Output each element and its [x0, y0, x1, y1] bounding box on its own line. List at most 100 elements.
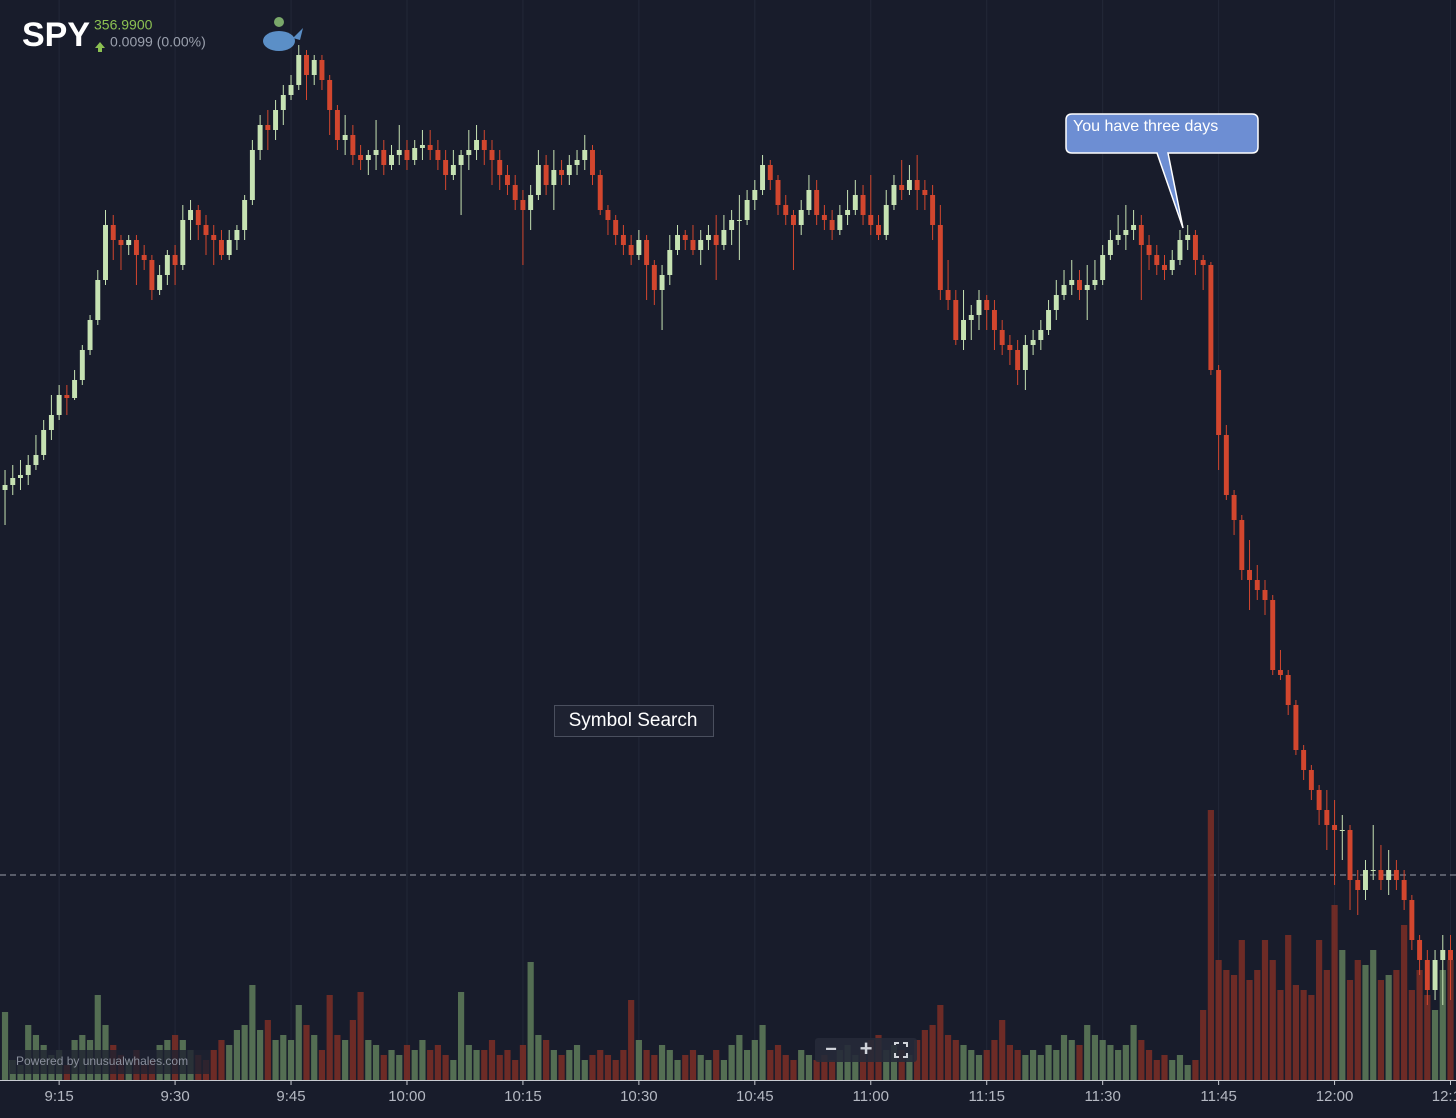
- candle-body: [126, 240, 132, 245]
- candle-body: [1154, 255, 1160, 265]
- volume-bar: [1, 1012, 9, 1080]
- candle-body: [72, 380, 78, 398]
- candle-body: [1262, 590, 1268, 600]
- candle-body: [1239, 520, 1245, 570]
- volume-bar: [914, 1040, 921, 1080]
- candle-body: [713, 235, 719, 245]
- volume-bar: [1447, 960, 1454, 1080]
- volume-bar: [852, 1055, 859, 1080]
- candle-body: [218, 240, 224, 255]
- annotation-callout[interactable]: [1065, 113, 1259, 229]
- candle-body: [891, 185, 897, 205]
- candle-body: [1169, 260, 1175, 270]
- candle-body: [1401, 880, 1407, 900]
- symbol[interactable]: SPY: [22, 16, 90, 54]
- candle-body: [95, 280, 101, 320]
- symbol-search-box[interactable]: [554, 705, 714, 737]
- candle-body: [876, 225, 881, 235]
- candle-body: [953, 300, 959, 340]
- candle-body: [25, 465, 31, 475]
- volume-bar: [1084, 1025, 1091, 1080]
- candle-body: [806, 190, 812, 210]
- fullscreen-button[interactable]: [894, 1042, 908, 1058]
- candle-body: [775, 180, 781, 205]
- volume-bar: [674, 1060, 681, 1080]
- candle-body: [211, 235, 217, 240]
- volume-bar: [991, 1040, 998, 1080]
- volume-bar: [496, 1055, 503, 1080]
- candle-body: [1448, 950, 1453, 960]
- candle-layer: [2, 45, 1453, 1005]
- zoom-out[interactable]: −: [825, 1038, 837, 1060]
- volume-bar: [535, 1035, 542, 1080]
- candle-body: [1007, 345, 1013, 350]
- candle-body: [613, 220, 619, 235]
- candle-body: [1123, 230, 1129, 235]
- volume-bar: [1068, 1040, 1075, 1080]
- volume-bar: [929, 1025, 936, 1080]
- volume-bar: [1145, 1050, 1153, 1080]
- volume-bar: [1045, 1045, 1052, 1080]
- volume-bar: [264, 1020, 271, 1080]
- candle-body: [597, 175, 603, 210]
- candle-body: [1424, 960, 1430, 990]
- x-tick-label: 11:30: [1084, 1088, 1120, 1105]
- candle-body: [520, 200, 526, 210]
- volume-bar: [1161, 1055, 1168, 1080]
- candle-body: [466, 150, 472, 155]
- candle-body: [195, 210, 201, 225]
- volume-bar: [612, 1060, 619, 1080]
- candle-body: [1077, 280, 1082, 290]
- candle-body: [358, 155, 364, 160]
- volume-bar: [1200, 1010, 1207, 1080]
- x-tick-label: 9:45: [276, 1088, 305, 1105]
- volume-bar: [921, 1030, 928, 1080]
- volume-bar: [798, 1050, 805, 1080]
- zoom-in[interactable]: +: [860, 1036, 873, 1061]
- candle-body: [852, 195, 858, 210]
- volume-bar: [1331, 905, 1338, 1080]
- candle-body: [705, 235, 711, 240]
- volume-bar: [1006, 1045, 1014, 1080]
- candle-body: [103, 225, 108, 280]
- volume-bar: [1022, 1055, 1029, 1080]
- volume-bar: [952, 1040, 959, 1080]
- volume-bar: [1053, 1050, 1060, 1080]
- last-price: 356.9900: [94, 17, 153, 33]
- candle-body: [504, 175, 510, 185]
- candle-body: [543, 165, 549, 185]
- candle-body: [373, 150, 379, 155]
- candle-body: [1185, 235, 1191, 240]
- volume-bar: [1060, 1035, 1068, 1080]
- annotation-text: You have three days: [1073, 118, 1218, 135]
- x-tick-label: 12:00: [1316, 1088, 1354, 1105]
- volume-bar: [226, 1045, 233, 1080]
- volume-bar: [1431, 1010, 1439, 1080]
- volume-bar: [1115, 1050, 1122, 1080]
- candle-body: [620, 235, 626, 245]
- volume-bar: [906, 1055, 913, 1080]
- volume-bar: [1246, 980, 1253, 1080]
- candle-body: [311, 60, 317, 75]
- volume-bar: [728, 1045, 735, 1080]
- candle-body: [396, 150, 402, 155]
- symbol-search-label[interactable]: Symbol Search: [569, 710, 698, 731]
- volume-bar: [1385, 975, 1392, 1080]
- volume-bar: [1416, 970, 1423, 1080]
- volume-bar: [744, 1050, 751, 1080]
- x-tick-label: 11:00: [853, 1088, 889, 1105]
- volume-bar: [682, 1055, 689, 1080]
- volume-bar: [689, 1050, 697, 1080]
- volume-bar: [1323, 970, 1330, 1080]
- candle-body: [1301, 750, 1307, 770]
- volume-bar: [628, 1000, 635, 1080]
- volume-bar: [527, 962, 534, 1080]
- volume-bar: [813, 1060, 820, 1080]
- candle-body: [2, 485, 8, 490]
- volume-bar: [519, 1045, 527, 1080]
- candle-body: [829, 220, 835, 230]
- powered-by[interactable]: Powered by unusualwhales.com: [16, 1054, 188, 1068]
- volume-bar: [604, 1055, 612, 1080]
- candle-body: [1339, 830, 1345, 831]
- volume-bar: [1346, 980, 1354, 1080]
